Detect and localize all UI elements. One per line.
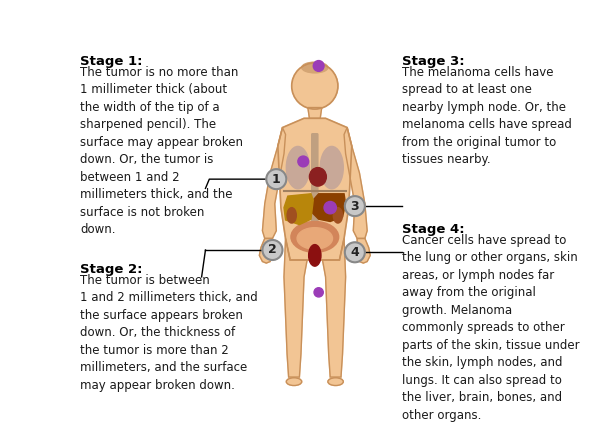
Point: [342, 188, 349, 194]
Text: Stage 2:: Stage 2:: [80, 263, 143, 276]
Circle shape: [263, 240, 282, 260]
Polygon shape: [284, 194, 313, 224]
Polygon shape: [278, 118, 352, 260]
Text: Stage 4:: Stage 4:: [402, 223, 464, 236]
Point: [280, 188, 288, 194]
Ellipse shape: [333, 208, 343, 223]
Polygon shape: [284, 238, 307, 377]
Ellipse shape: [287, 208, 296, 223]
Text: The tumor is no more than
1 millimeter thick (about
the width of the tip of a
sh: The tumor is no more than 1 millimeter t…: [80, 66, 243, 236]
Polygon shape: [344, 127, 367, 238]
Text: 1: 1: [272, 173, 280, 186]
Circle shape: [345, 242, 365, 262]
Text: Stage 3:: Stage 3:: [402, 55, 464, 68]
Ellipse shape: [287, 378, 302, 385]
Polygon shape: [260, 238, 272, 263]
Polygon shape: [322, 238, 346, 377]
Text: 3: 3: [351, 200, 359, 213]
Ellipse shape: [320, 147, 343, 189]
Text: Stage 1:: Stage 1:: [80, 55, 143, 68]
FancyBboxPatch shape: [312, 134, 318, 255]
Circle shape: [292, 63, 338, 109]
Polygon shape: [311, 194, 346, 222]
Ellipse shape: [309, 245, 321, 266]
Text: The tumor is between
1 and 2 millimeters thick, and
the surface appears broken
d: The tumor is between 1 and 2 millimeters…: [80, 274, 258, 392]
Text: 4: 4: [351, 246, 359, 259]
Circle shape: [324, 202, 336, 214]
Ellipse shape: [291, 222, 339, 252]
Circle shape: [266, 169, 287, 189]
Ellipse shape: [309, 168, 327, 186]
Circle shape: [345, 196, 365, 216]
Circle shape: [314, 288, 323, 297]
Polygon shape: [263, 127, 285, 238]
Text: The melanoma cells have
spread to at least one
nearby lymph node. Or, the
melano: The melanoma cells have spread to at lea…: [402, 66, 572, 166]
Text: 2: 2: [268, 244, 277, 257]
Text: Cancer cells have spread to
the lung or other organs, skin
areas, or lymph nodes: Cancer cells have spread to the lung or …: [402, 234, 579, 422]
Ellipse shape: [297, 228, 333, 249]
Circle shape: [298, 156, 309, 167]
Circle shape: [313, 61, 324, 72]
Ellipse shape: [287, 147, 309, 189]
Ellipse shape: [328, 378, 343, 385]
Polygon shape: [308, 108, 322, 118]
Ellipse shape: [302, 62, 328, 73]
Polygon shape: [357, 238, 370, 263]
